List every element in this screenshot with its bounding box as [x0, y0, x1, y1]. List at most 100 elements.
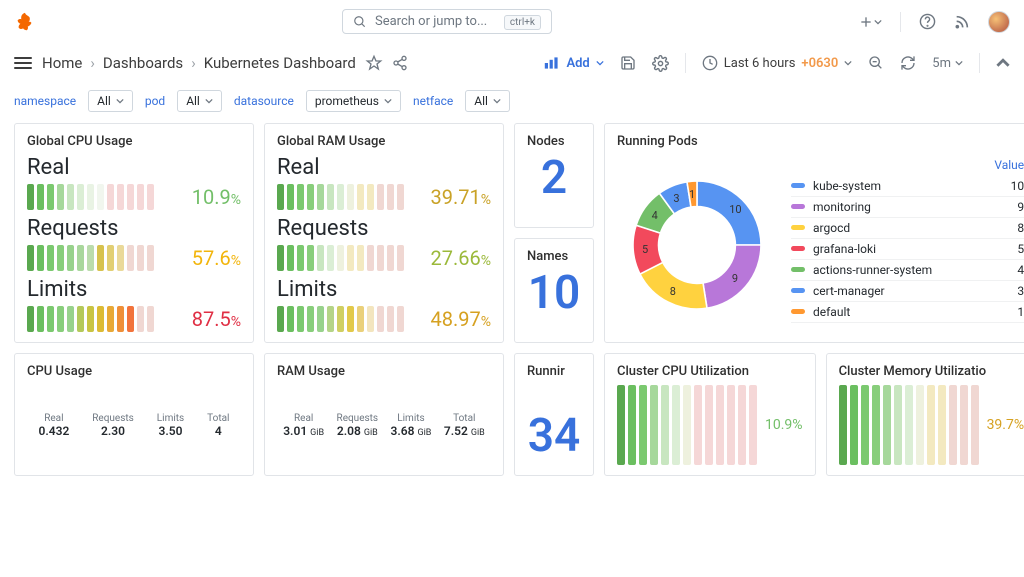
- panel-title: Cluster Memory Utilizatio: [839, 364, 1024, 379]
- legend-row[interactable]: grafana-loki 5: [791, 239, 1024, 260]
- variable-select[interactable]: All: [177, 90, 222, 112]
- breadcrumb-home[interactable]: Home: [42, 54, 82, 72]
- panel-title: Running Pods: [617, 134, 1024, 149]
- panel-nodes[interactable]: Nodes 2: [514, 123, 594, 228]
- legend-row[interactable]: actions-runner-system 4: [791, 260, 1024, 281]
- variable-value: prometheus: [315, 94, 379, 108]
- donut-segment-label: 4: [652, 209, 658, 222]
- save-icon[interactable]: [620, 55, 636, 71]
- user-avatar[interactable]: [988, 11, 1010, 33]
- panel-cluster-utilization-group: Cluster CPU Utilization 10.9% Cluster Me…: [604, 353, 1024, 476]
- legend-swatch: [791, 225, 805, 230]
- refresh-icon[interactable]: [900, 55, 916, 71]
- panel-global-cpu[interactable]: Global CPU Usage Real10.9%Requests57.6%L…: [14, 123, 254, 343]
- stat-item: Limits3.50: [157, 413, 184, 438]
- variable-select[interactable]: All: [465, 90, 510, 112]
- variable-select[interactable]: prometheus: [306, 90, 401, 112]
- refresh-interval-picker[interactable]: 5m: [932, 56, 963, 71]
- gauge-label: Limits: [27, 277, 241, 302]
- zoom-out-icon[interactable]: [868, 55, 884, 71]
- time-range-label: Last 6 hours: [724, 56, 796, 71]
- star-icon[interactable]: [366, 55, 382, 71]
- legend-row[interactable]: monitoring9: [791, 197, 1024, 218]
- donut-segment-label: 3: [673, 192, 679, 205]
- panel-cluster-cpu[interactable]: Cluster CPU Utilization 10.9%: [604, 353, 816, 476]
- refresh-interval-label: 5m: [932, 56, 951, 71]
- legend-value: 4: [1017, 263, 1024, 277]
- legend-value: 5: [1017, 242, 1024, 256]
- rss-icon[interactable]: [954, 14, 970, 30]
- variable-label: namespace: [14, 94, 76, 108]
- panel-cpu-usage[interactable]: CPU Usage Real0.432 Requests2.30 Limits3…: [14, 353, 254, 476]
- time-range-picker[interactable]: Last 6 hours +0630: [702, 55, 853, 71]
- legend-name: grafana-loki: [813, 242, 876, 256]
- legend-row[interactable]: kube-system10: [791, 176, 1024, 197]
- search-icon: [353, 15, 367, 29]
- panel-running-count[interactable]: Runnir 34: [514, 353, 594, 476]
- gauge-label: Real: [27, 155, 241, 180]
- stat-item: Real3.01 GiB: [283, 413, 324, 438]
- legend-row[interactable]: argocd8: [791, 218, 1024, 239]
- legend-value: 1: [1017, 305, 1024, 319]
- legend-swatch: [791, 267, 805, 272]
- legend-value: 10: [1011, 179, 1024, 193]
- donut-segment-label: 9: [732, 272, 738, 285]
- breadcrumb-dashboards[interactable]: Dashboards: [103, 54, 183, 72]
- gauge-bars: [27, 306, 154, 332]
- menu-toggle-icon[interactable]: [14, 57, 32, 69]
- variable-value: All: [186, 94, 200, 108]
- new-menu-button[interactable]: [858, 14, 882, 30]
- donut-segment-label: 8: [670, 285, 676, 298]
- legend-row[interactable]: default1: [791, 302, 1024, 323]
- legend-name: argocd: [813, 221, 850, 235]
- settings-gear-icon[interactable]: [652, 55, 669, 72]
- dashboard-grid: Global CPU Usage Real10.9%Requests57.6%L…: [0, 123, 1024, 490]
- gauge-bars: [277, 306, 404, 332]
- collapse-up-icon[interactable]: [996, 56, 1010, 70]
- panel-title: Nodes: [527, 134, 581, 149]
- donut-segment-label: 1: [689, 188, 695, 201]
- gauge-value: 57.6%: [192, 246, 241, 270]
- stat-item: Total4: [207, 413, 229, 438]
- add-panel-button[interactable]: Add: [544, 56, 603, 71]
- gauge-label: Requests: [27, 216, 241, 241]
- panel-title: Names: [527, 249, 581, 264]
- legend-swatch: [791, 204, 805, 209]
- legend-name: cert-manager: [813, 284, 885, 298]
- divider: [900, 12, 901, 32]
- legend-value: 3: [1017, 284, 1024, 298]
- stat-item: Real0.432: [38, 413, 69, 438]
- panel-cluster-mem[interactable]: Cluster Memory Utilizatio 39.7%: [826, 353, 1024, 476]
- gauge-label: Real: [277, 155, 491, 180]
- legend-row[interactable]: cert-manager 3: [791, 281, 1024, 302]
- donut-segment-label: 10: [729, 203, 741, 216]
- legend-swatch: [791, 288, 805, 293]
- stat-value: 2: [527, 155, 581, 201]
- divider: [979, 53, 980, 73]
- variable-select[interactable]: All: [88, 90, 133, 112]
- gauge-label: Limits: [277, 277, 491, 302]
- variable-label: datasource: [234, 94, 294, 108]
- stat-value: 10: [527, 270, 581, 316]
- panel-ram-usage[interactable]: RAM Usage Real3.01 GiB Requests2.08 GiB Li…: [264, 353, 504, 476]
- global-search-input[interactable]: Search or jump to... ctrl+k: [342, 9, 552, 34]
- donut-segment-label: 5: [642, 243, 648, 256]
- stat-item: Requests2.30: [92, 413, 134, 438]
- panel-namespaces[interactable]: Names 10: [514, 238, 594, 343]
- panel-title: Global CPU Usage: [27, 134, 241, 149]
- add-label: Add: [566, 56, 589, 71]
- gauge-bars: [277, 184, 404, 210]
- stat-item: Total7.52 GiB: [444, 413, 485, 438]
- legend-name: actions-runner-system: [813, 263, 932, 277]
- help-icon[interactable]: [919, 13, 936, 30]
- panel-title: RAM Usage: [277, 364, 491, 379]
- panel-global-ram[interactable]: Global RAM Usage Real39.71%Requests27.66…: [264, 123, 504, 343]
- stat-item: Requests2.08 GiB: [337, 413, 379, 438]
- panel-running-pods[interactable]: Running Pods 10985431 Value kube-system1…: [604, 123, 1024, 343]
- gauge-value: 39.7%: [987, 417, 1024, 433]
- stat-item: Limits3.68 GiB: [391, 413, 432, 438]
- legend: Value kube-system10monitoring9argocd8gra…: [791, 158, 1024, 323]
- breadcrumb-current[interactable]: Kubernetes Dashboard: [204, 54, 356, 72]
- grafana-logo-icon[interactable]: [14, 11, 36, 33]
- share-icon[interactable]: [392, 55, 408, 71]
